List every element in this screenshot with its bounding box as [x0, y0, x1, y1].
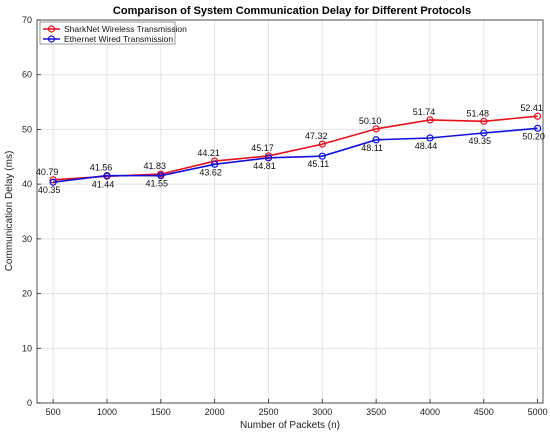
data-point-ethernet: [49, 178, 57, 186]
y-tick-label: 70: [22, 15, 32, 25]
data-point-sharknet: [372, 125, 380, 133]
data-point-ethernet: [211, 160, 219, 168]
legend-marker-ethernet: [47, 35, 56, 43]
x-tick-label: 1500: [151, 407, 171, 417]
data-label-sharknet: 47.32: [305, 131, 328, 141]
data-point-ethernet: [103, 172, 111, 180]
data-point-ethernet: [264, 154, 273, 162]
data-label-ethernet: 45.11: [307, 159, 329, 169]
x-tick-label: 4000: [420, 407, 440, 417]
data-label-ethernet: 48.44: [415, 141, 438, 151]
data-label-sharknet: 40.79: [36, 167, 59, 177]
y-axis-ticks: 0 10 20 30 40 50 60 70: [22, 15, 41, 408]
x-tick-label: 3000: [312, 407, 332, 417]
data-label-ethernet: 48.11: [361, 143, 383, 153]
data-point-ethernet: [480, 129, 488, 137]
x-axis-label: Number of Packets (n): [240, 420, 340, 431]
data-label-sharknet: 50.10: [359, 116, 382, 126]
legend-label-ethernet: Ethernet Wired Transmission: [64, 34, 173, 44]
x-tick-label: 1000: [97, 407, 117, 417]
x-tick-label: 3500: [366, 407, 386, 417]
data-label-sharknet: 41.44: [92, 179, 115, 189]
data-label-sharknet: 51.48: [467, 108, 490, 118]
x-axis-ticks: 500 1000 1500 2000 2500 3000 3500 4000 4500 5000: [46, 399, 548, 417]
data-label-ethernet: 43.62: [199, 167, 222, 177]
data-label-sharknet: 51.74: [413, 107, 436, 117]
data-label-ethernet: 40.35: [38, 185, 61, 195]
legend: SharkNet Wireless Transmission Ethernet …: [39, 21, 187, 45]
series-group: [49, 112, 542, 186]
data-label-ethernet: 41.56: [90, 163, 113, 173]
series-line-ethernet: [53, 127, 538, 183]
x-tick-label: 5000: [528, 407, 548, 417]
y-tick-label: 20: [22, 289, 32, 299]
legend-box: [39, 21, 176, 45]
data-point-ethernet: [534, 124, 542, 132]
y-tick-label: 40: [22, 179, 32, 189]
data-point-sharknet: [49, 176, 57, 184]
data-label-ethernet: 41.55: [146, 179, 169, 189]
data-point-sharknet: [534, 112, 542, 120]
data-point-ethernet: [372, 136, 380, 144]
data-label-ethernet: 49.35: [469, 136, 492, 146]
data-label-ethernet: 50.20: [522, 131, 545, 141]
y-axis-label: Communication Delay (ms): [4, 151, 15, 272]
data-label-sharknet: 41.83: [144, 161, 167, 171]
y-tick-label: 10: [22, 343, 32, 353]
x-tick-label: 4500: [474, 407, 494, 417]
legend-marker-sharknet: [47, 25, 56, 33]
y-tick-label: 0: [27, 398, 32, 408]
y-tick-label: 60: [22, 70, 32, 80]
data-point-sharknet: [318, 140, 326, 148]
data-label-sharknet: 44.21: [197, 148, 220, 158]
x-tick-label: 2000: [205, 407, 225, 417]
data-point-sharknet: [426, 116, 434, 124]
data-point-sharknet: [480, 117, 488, 125]
plot-frame: [36, 19, 544, 404]
x-tick-label: 2500: [258, 407, 278, 417]
y-tick-label: 30: [22, 234, 32, 244]
data-label-sharknet: 52.41: [520, 103, 543, 113]
data-label-sharknet: 45.17: [251, 143, 274, 153]
data-point-ethernet: [157, 172, 165, 180]
series-line-sharknet: [53, 115, 538, 181]
x-tick-label: 500: [46, 407, 61, 417]
grid: [37, 19, 543, 404]
chart-title: Comparison of System Communication Delay…: [113, 5, 471, 17]
data-point-ethernet: [318, 152, 326, 160]
legend-label-sharknet: SharkNet Wireless Transmission: [64, 24, 187, 34]
y-tick-label: 50: [22, 124, 32, 134]
data-label-ethernet: 44.81: [253, 161, 276, 171]
data-labels: 40.79 40.35 41.56 41.44 41.83 41.55 44.21 43.62…: [36, 103, 545, 195]
data-point-ethernet: [426, 134, 434, 142]
